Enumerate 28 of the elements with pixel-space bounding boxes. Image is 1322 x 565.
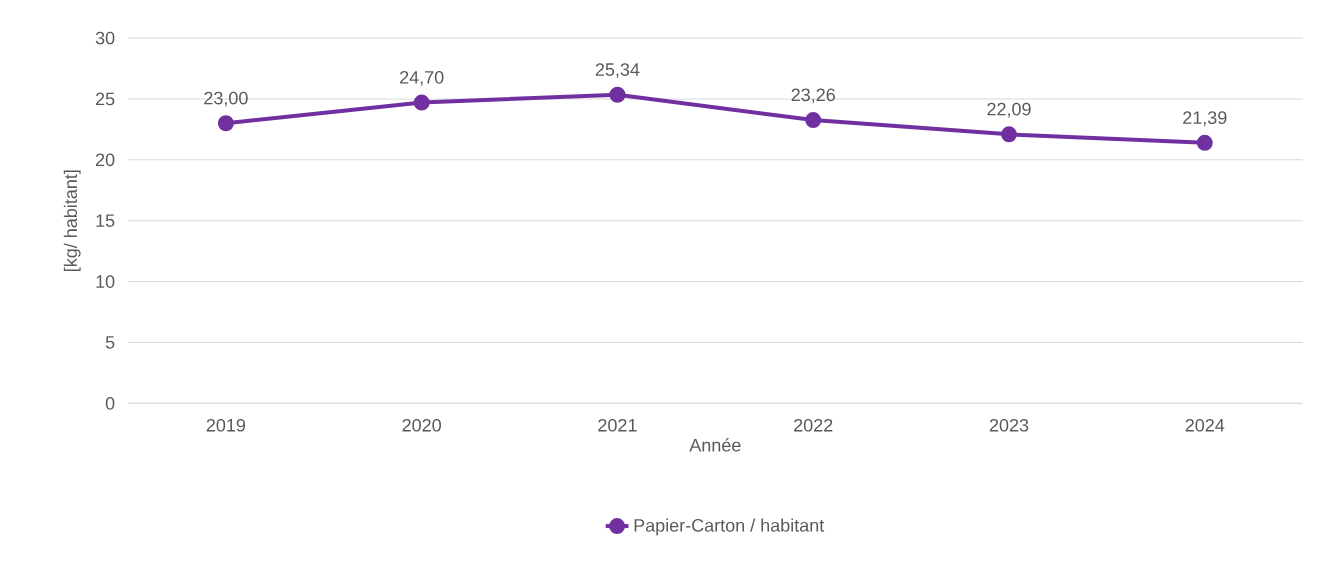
y-tick-label: 10 xyxy=(96,275,115,288)
point xyxy=(805,112,822,129)
data-label: 22,09 xyxy=(987,102,1031,118)
y-tick-label: 30 xyxy=(95,31,115,45)
point xyxy=(217,115,234,132)
data-label: 24,70 xyxy=(400,70,444,86)
x-tick-label: 2024 xyxy=(1185,418,1225,432)
x-tick-label: 2019 xyxy=(206,418,246,432)
x-tick-label: 2022 xyxy=(794,418,833,432)
x-tick-label: 2021 xyxy=(598,418,637,432)
y-tick-label: 15 xyxy=(96,214,115,227)
y-tick-label: 20 xyxy=(95,153,115,167)
point xyxy=(1001,126,1017,143)
point xyxy=(609,86,626,103)
y-tick-label: 0 xyxy=(105,396,115,410)
x-tick-label: 2020 xyxy=(402,418,441,432)
y-axis-title: [kg/ habitant] xyxy=(63,170,81,271)
x-axis-title: Année xyxy=(689,438,741,452)
data-label: 23,26 xyxy=(791,88,835,104)
legend-label: Papier-Carton / habitant xyxy=(634,518,825,536)
y-tick-label: 25 xyxy=(95,92,115,106)
point xyxy=(1196,134,1213,151)
data-label: 21,39 xyxy=(1183,111,1227,127)
y-tick-label: 5 xyxy=(105,336,115,349)
point xyxy=(413,94,430,111)
data-label: 23,00 xyxy=(204,91,248,107)
x-tick-label: 2023 xyxy=(989,418,1029,432)
data-label: 25,34 xyxy=(595,63,640,79)
